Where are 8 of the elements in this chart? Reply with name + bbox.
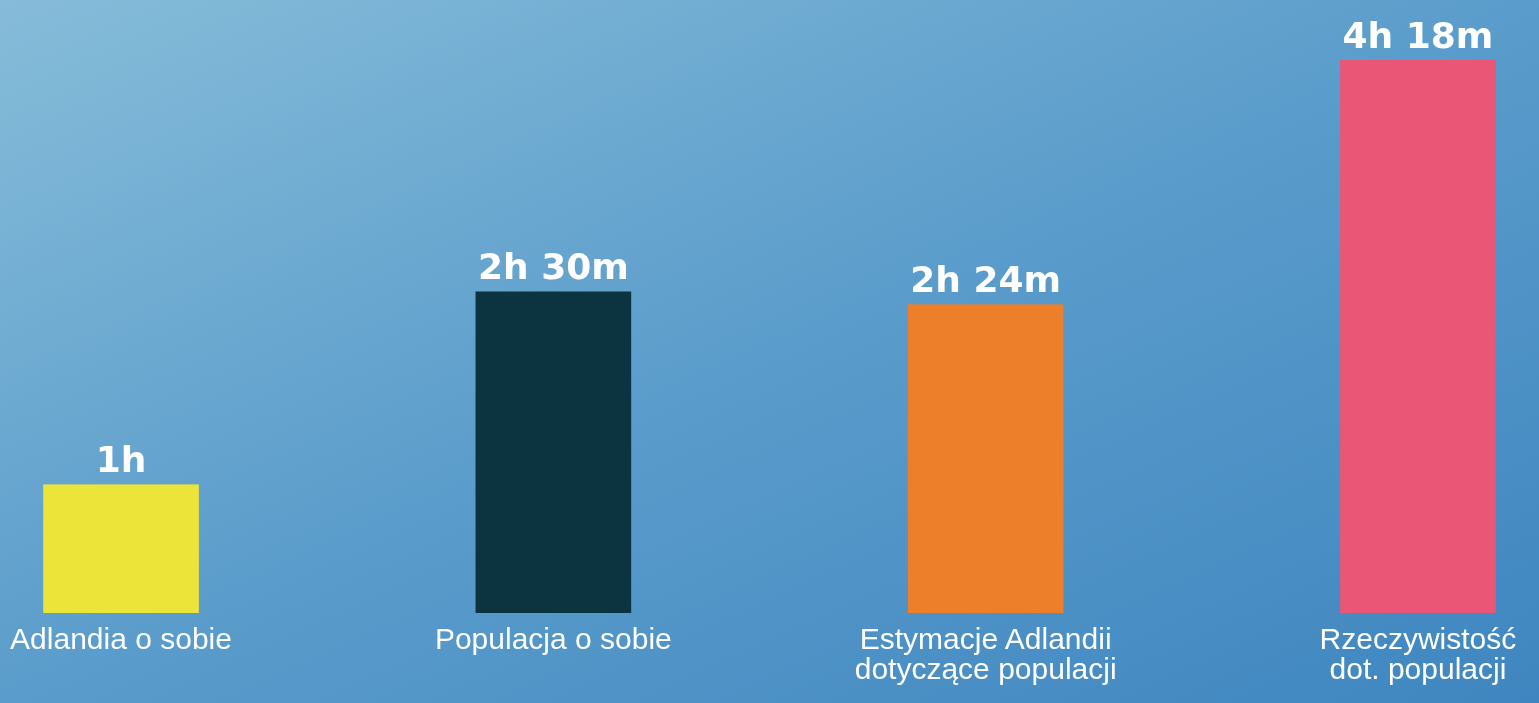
x-tick-label: Rzeczywistość dot. populacji <box>1319 622 1517 685</box>
data-label: 1h <box>95 439 147 481</box>
x-tick-label: Estymacje Adlandii dotyczące populacji <box>854 622 1117 685</box>
data-label: 4h 18m <box>1342 15 1494 56</box>
x-tick-label: Populacja o sobie <box>434 622 672 655</box>
data-label: 2h 30m <box>477 246 629 288</box>
x-tick-label: Adlandia o sobie <box>10 622 232 655</box>
data-label: 2h 24m <box>910 259 1062 301</box>
